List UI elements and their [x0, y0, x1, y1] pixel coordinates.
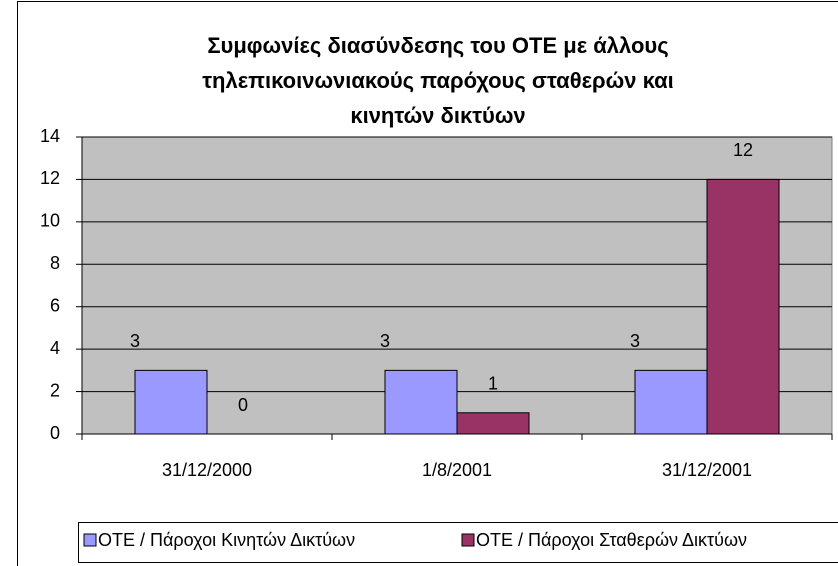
y-tick-label: 14 — [40, 126, 60, 146]
bar — [134, 369, 208, 435]
y-tick-label: 6 — [50, 295, 60, 315]
x-tick-label: 31/12/2000 — [162, 460, 252, 480]
chart-title: τηλεπικοινωνιακούς παρόχους σταθερών και — [202, 68, 674, 93]
value-label: 0 — [238, 395, 248, 415]
y-tick-label: 8 — [50, 253, 60, 273]
value-label: 12 — [733, 140, 753, 160]
value-label: 1 — [488, 374, 498, 394]
y-tick-label: 4 — [50, 338, 60, 358]
y-tick-label: 10 — [40, 211, 60, 231]
bar — [634, 369, 708, 435]
chart-title: κινητών δικτύων — [350, 103, 525, 128]
x-tick-label: 1/8/2001 — [422, 460, 492, 480]
legend-label: ΟΤΕ / Πάροχοι Σταθερών Δικτύων — [476, 530, 747, 550]
value-label: 3 — [130, 331, 140, 351]
y-tick-label: 2 — [50, 380, 60, 400]
legend-label: ΟΤΕ / Πάροχοι Κινητών Δικτύων — [98, 530, 355, 550]
y-tick-label: 0 — [50, 423, 60, 443]
x-tick-label: 31/12/2001 — [662, 460, 752, 480]
value-label: 3 — [630, 331, 640, 351]
bar — [384, 369, 458, 435]
legend-marker — [461, 533, 475, 547]
value-label: 3 — [380, 331, 390, 351]
y-tick-label: 12 — [40, 168, 60, 188]
legend-box — [78, 522, 838, 563]
bar — [456, 412, 530, 435]
legend-marker — [83, 533, 97, 547]
bar — [706, 178, 780, 435]
chart-title: Συμφωνίες διασύνδεσης του ΟΤΕ με άλλους — [207, 33, 668, 58]
